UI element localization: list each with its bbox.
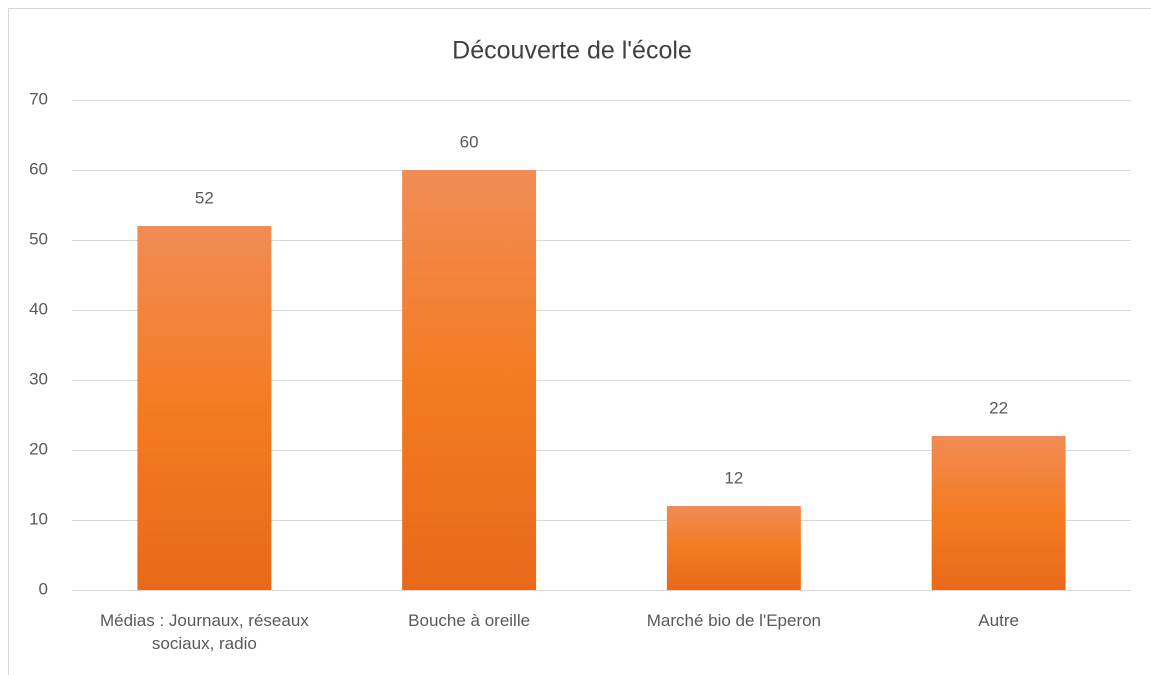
data-label: 12: [724, 468, 743, 487]
data-label: 52: [195, 188, 214, 207]
y-tick-label: 70: [29, 89, 48, 108]
bar: [402, 170, 537, 590]
y-tick-label: 40: [29, 299, 48, 318]
y-tick-label: 30: [29, 369, 48, 388]
y-tick-label: 60: [29, 159, 48, 178]
x-tick-label: Marché bio de l'Eperon: [646, 611, 822, 630]
bar: [666, 506, 801, 590]
y-tick-label: 50: [29, 229, 48, 248]
chart-border: [8, 8, 1151, 675]
x-tick-label: Médias : Journaux, réseaux sociaux, radi…: [99, 611, 309, 653]
bar: [931, 436, 1066, 590]
data-label: 60: [460, 132, 479, 151]
bar: [137, 226, 272, 590]
y-tick-label: 0: [39, 579, 48, 598]
data-label: 22: [989, 398, 1008, 417]
x-tick-label: Bouche à oreille: [408, 611, 531, 630]
chart-title: Découverte de l'école: [452, 37, 692, 65]
y-tick-label: 20: [29, 439, 48, 458]
y-tick-label: 10: [29, 509, 48, 528]
x-tick-label: Autre: [978, 611, 1019, 630]
